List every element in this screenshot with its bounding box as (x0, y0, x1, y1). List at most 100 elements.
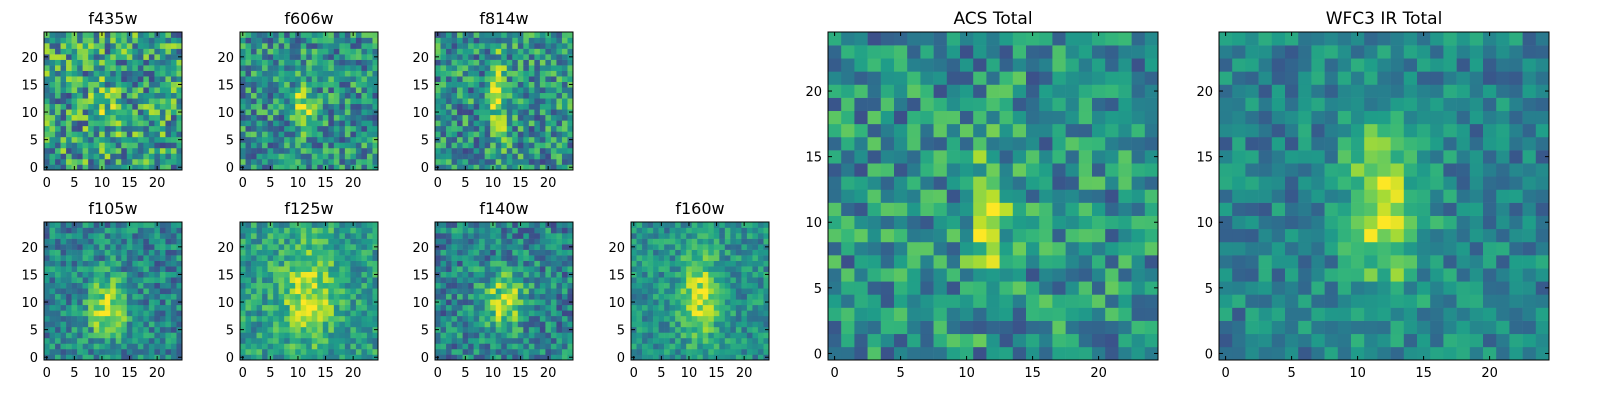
heatmap-cell (561, 282, 568, 289)
heatmap-cell (680, 233, 687, 239)
heatmap-cell (176, 98, 183, 105)
heatmap-cell (523, 65, 530, 71)
heatmap-cell (763, 288, 770, 295)
heatmap-cell (267, 249, 274, 256)
heatmap-cell (435, 304, 441, 311)
heatmap-cell (719, 271, 726, 278)
heatmap-cell (361, 114, 368, 121)
heatmap-cell (708, 271, 715, 278)
heatmap-cell (719, 326, 726, 333)
heatmap-cell (724, 310, 731, 317)
heatmap-cell (82, 43, 89, 49)
heatmap-cell (88, 310, 94, 317)
heatmap-cell (60, 37, 67, 44)
heatmap-cell (132, 125, 139, 132)
heatmap-cell (446, 32, 452, 38)
heatmap-cell (170, 65, 177, 71)
heatmap-cell (71, 98, 78, 105)
heatmap-cell (132, 131, 139, 138)
heatmap-cell (148, 222, 155, 228)
heatmap-cell (143, 354, 150, 361)
heatmap-cell (697, 332, 704, 339)
heatmap-cell (284, 54, 290, 60)
heatmap-cell (159, 109, 166, 116)
heatmap-cell (170, 142, 177, 149)
heatmap-cell (986, 189, 1000, 203)
heatmap-cell (517, 125, 524, 132)
heatmap-cell (104, 315, 111, 322)
heatmap-cell (44, 238, 50, 245)
heatmap-cell (724, 293, 731, 300)
heatmap-cell (366, 354, 373, 361)
heatmap-cell (528, 238, 535, 245)
heatmap-cell (350, 54, 357, 60)
heatmap-cell (960, 333, 974, 348)
heatmap-cell (311, 98, 318, 105)
heatmap-cell (556, 326, 563, 333)
heatmap-cell (88, 321, 94, 328)
heatmap-cell (137, 249, 144, 256)
heatmap-cell (462, 98, 469, 105)
heatmap-cell (115, 147, 122, 154)
heatmap-cell (462, 103, 469, 110)
heatmap-cell (636, 304, 643, 311)
heatmap-cell (148, 227, 155, 234)
heatmap-cell (278, 332, 285, 339)
heatmap-cell (495, 271, 502, 278)
heatmap-cell (479, 249, 485, 256)
heatmap-cell (289, 37, 296, 44)
heatmap-cell (484, 332, 491, 339)
heatmap-cell (284, 288, 290, 295)
heatmap-cell (528, 131, 535, 138)
heatmap-cell (642, 249, 648, 256)
heatmap-cell (680, 332, 687, 339)
heatmap-cell (675, 326, 681, 333)
heatmap-cell (372, 260, 379, 267)
heatmap-cell (165, 249, 172, 256)
heatmap-cell (512, 233, 519, 239)
heatmap-cell (82, 65, 89, 71)
heatmap-cell (468, 32, 474, 38)
heatmap-cell (262, 249, 268, 256)
heatmap-cell (440, 158, 447, 165)
heatmap-cell (159, 282, 166, 289)
heatmap-cell (435, 249, 441, 256)
heatmap-cell (658, 304, 665, 311)
heatmap-cell (479, 32, 485, 38)
heatmap-cell (267, 304, 274, 311)
heatmap-cell (126, 54, 133, 60)
heatmap-cell (66, 304, 72, 311)
heatmap-cell (361, 249, 368, 256)
heatmap-cell (479, 238, 485, 245)
heatmap-cell (636, 266, 643, 272)
heatmap-cell (170, 249, 177, 256)
heatmap-cell (284, 114, 290, 121)
heatmap-cell (273, 164, 279, 171)
heatmap-cell (757, 266, 764, 272)
heatmap-cell (110, 227, 117, 234)
heatmap-cell (339, 153, 346, 160)
heatmap-cell (664, 310, 670, 317)
heatmap-cell (479, 315, 485, 322)
heatmap-cell (143, 249, 150, 256)
heatmap-cell (82, 32, 89, 38)
heatmap-cell (273, 37, 279, 44)
heatmap-cell (289, 233, 296, 239)
heatmap-cell (267, 142, 274, 149)
heatmap-cell (339, 304, 346, 311)
heatmap-cell (245, 43, 252, 49)
heatmap-cell (49, 288, 56, 295)
heatmap-cell (457, 54, 463, 60)
heatmap-cell (752, 304, 759, 311)
heatmap-cell (495, 249, 502, 256)
heatmap-cell (104, 153, 111, 160)
heatmap-cell (501, 48, 508, 55)
heatmap-cell (724, 299, 731, 306)
heatmap-cell (920, 320, 934, 335)
heatmap-cell (880, 176, 895, 190)
heatmap-cell (55, 238, 61, 245)
heatmap-cell (752, 282, 759, 289)
heatmap-cell (154, 114, 161, 121)
heatmap-cell (854, 346, 868, 361)
heatmap-cell (273, 299, 279, 306)
